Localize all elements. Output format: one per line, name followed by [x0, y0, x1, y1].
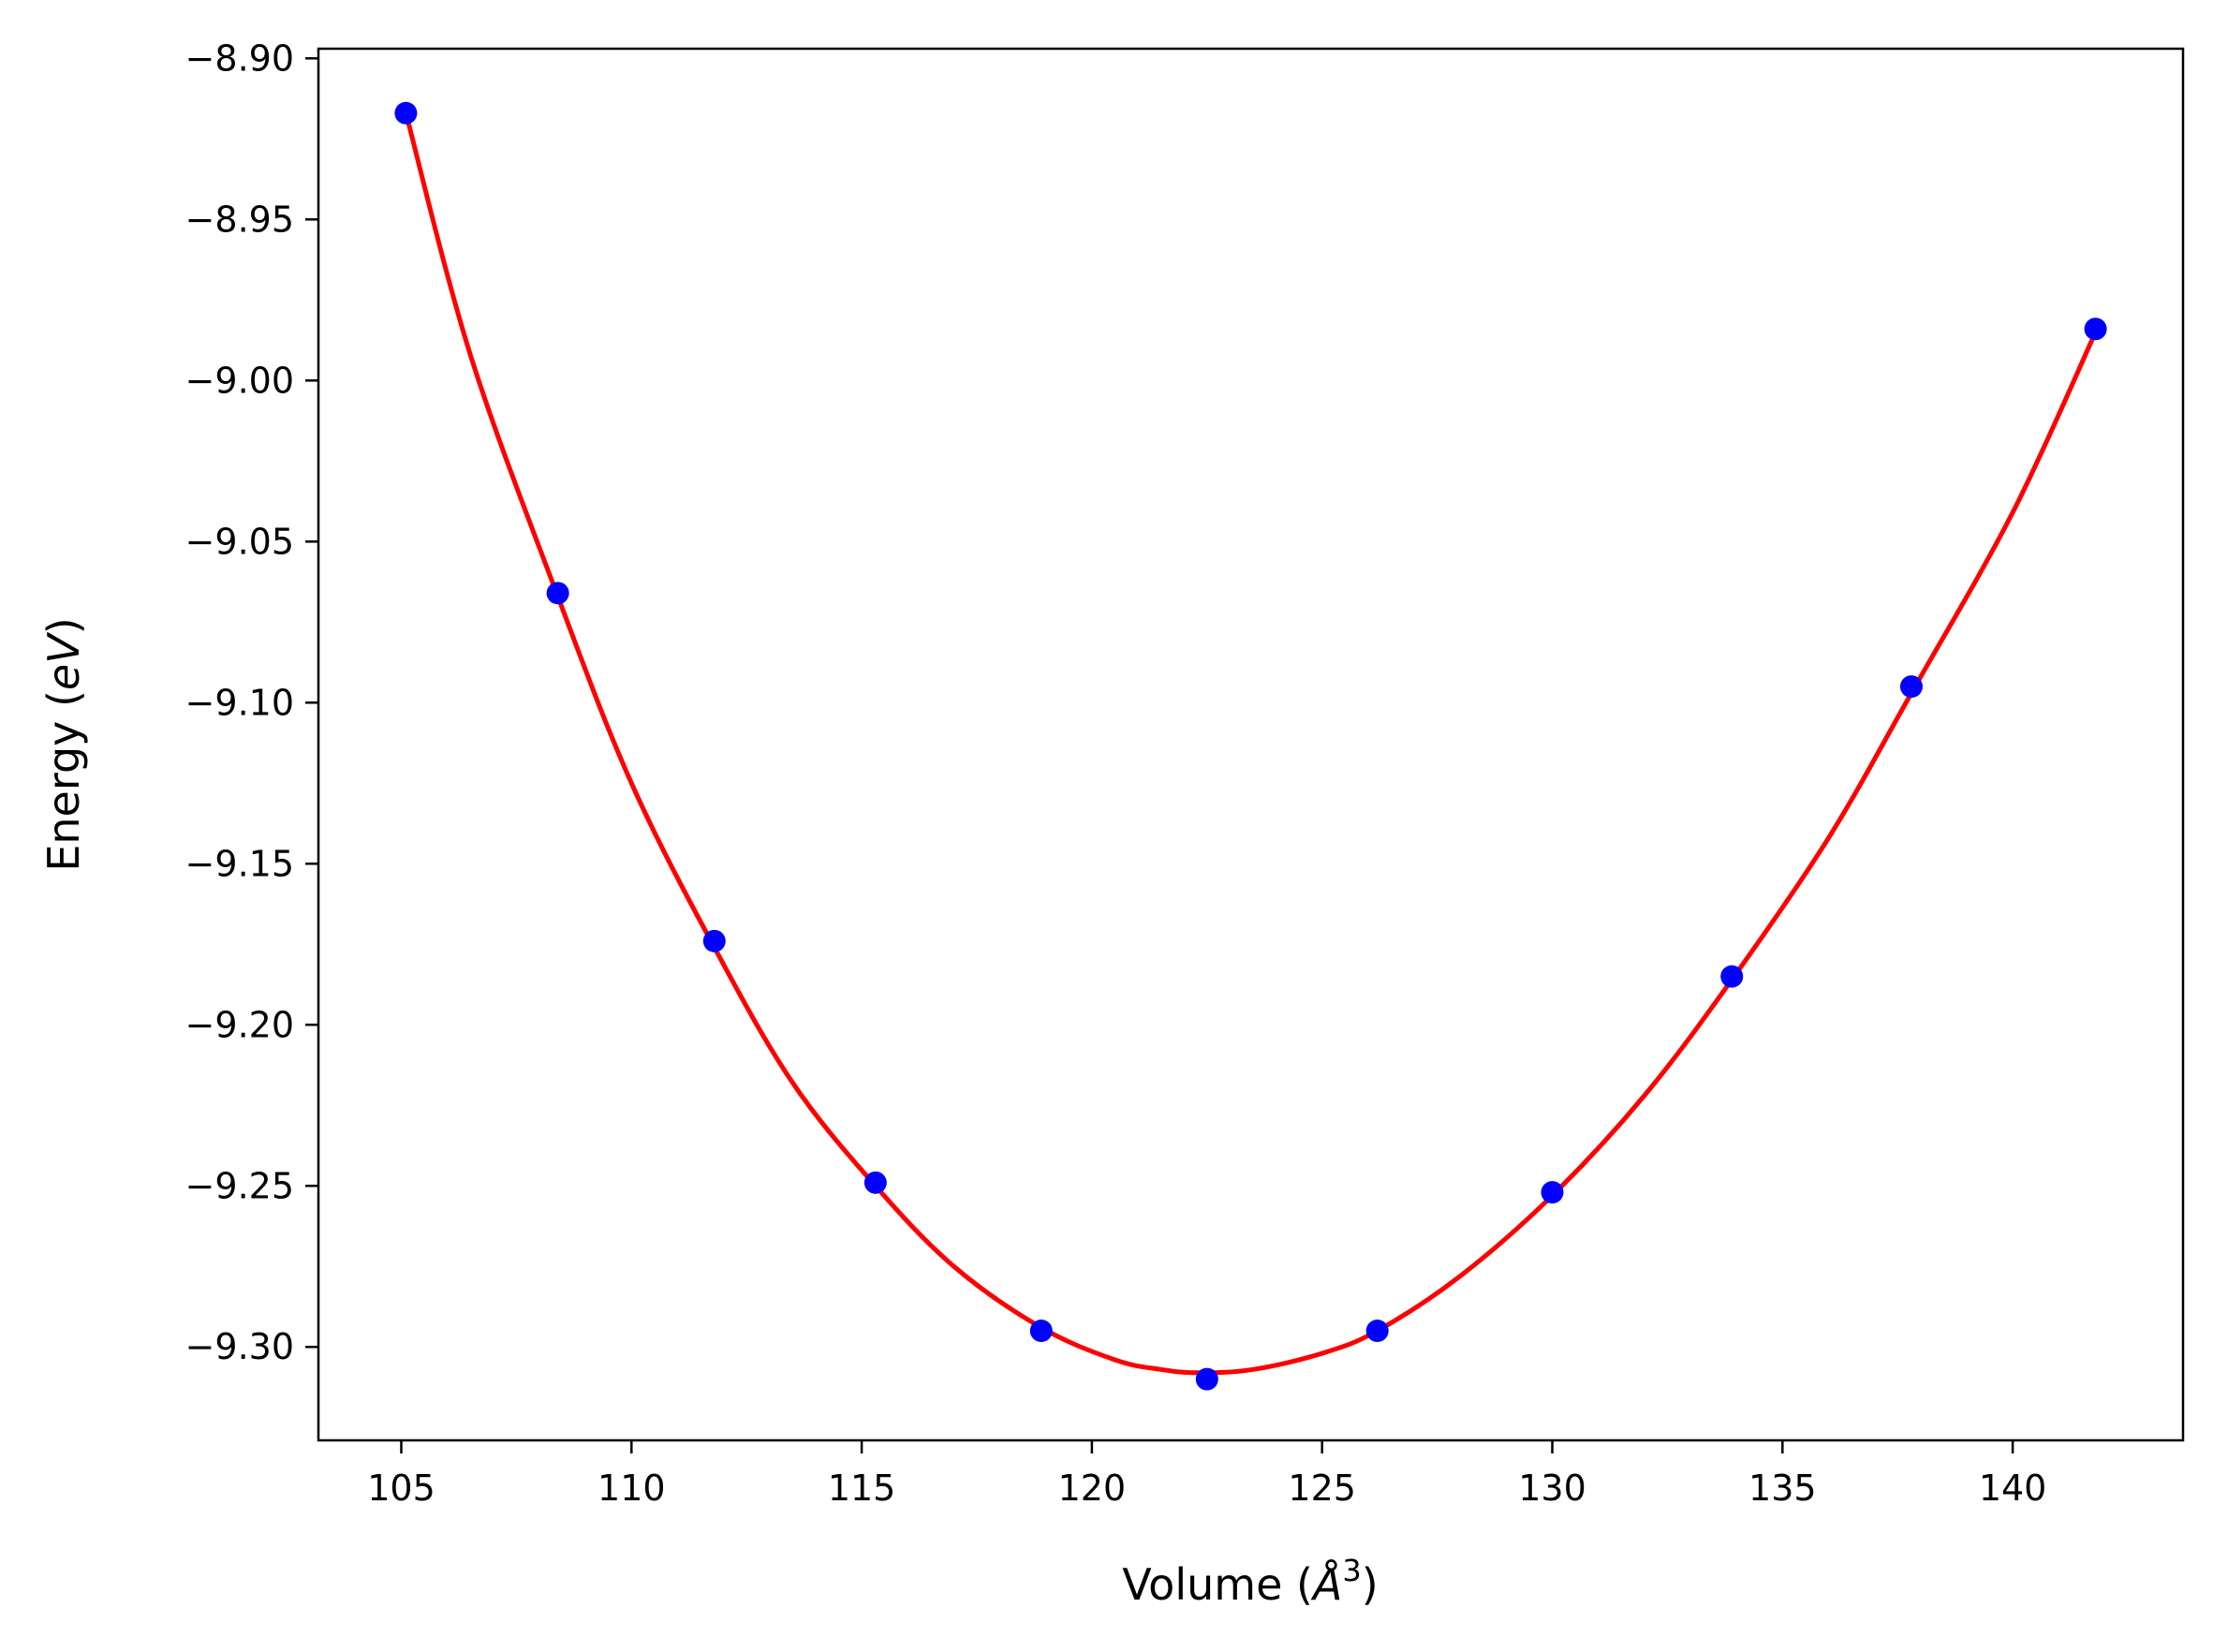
x-tick-label-1: 110: [598, 1468, 666, 1509]
data-points-layer: [394, 101, 2107, 1391]
x-tick-label-5: 130: [1518, 1468, 1586, 1509]
data-point-4: [1029, 1320, 1053, 1343]
x-tick-label-4: 125: [1288, 1468, 1356, 1509]
y-tick-label-4: −9.10: [185, 682, 294, 723]
x-axis-ticks: 105 110 115 120 125 130 135 140: [367, 1440, 2046, 1509]
y-tick-label-7: −9.25: [185, 1165, 294, 1206]
data-point-10: [2084, 317, 2107, 341]
x-tick-label-6: 135: [1748, 1468, 1817, 1509]
y-axis-ticks: −8.90 −8.95 −9.00 −9.05 −9.10 −9.15 −9.20 −9.25…: [185, 37, 318, 1367]
x-axis-label: Volume (Å3): [1122, 1553, 1378, 1610]
plot-frame: [317, 47, 2185, 1442]
y-axis-label-prefix: Energy (: [38, 690, 89, 872]
y-axis-label: Energy (eV): [38, 617, 89, 871]
y-tick-label-0: −8.90: [185, 37, 294, 79]
x-tick-label-3: 120: [1058, 1468, 1127, 1509]
x-axis-label-unit: Å: [1310, 1559, 1342, 1610]
y-tick-label-2: −9.00: [185, 360, 294, 401]
data-point-9: [1899, 675, 1923, 699]
fit-curve-line: [403, 112, 2098, 1376]
plot-area: [318, 49, 2183, 1440]
x-axis-label-prefix: Volume (: [1122, 1559, 1313, 1610]
data-point-5: [1195, 1367, 1218, 1391]
data-point-7: [1541, 1181, 1564, 1204]
y-tick-label-5: −9.15: [185, 843, 294, 884]
x-tick-label-7: 140: [1979, 1468, 2047, 1509]
y-tick-label-8: −9.30: [185, 1326, 294, 1367]
y-axis-label-suffix: ): [38, 617, 89, 634]
data-point-1: [546, 582, 569, 605]
y-tick-label-6: −9.20: [185, 1004, 294, 1045]
data-point-0: [394, 101, 418, 125]
y-tick-label-1: −8.95: [185, 199, 294, 240]
data-point-6: [1365, 1320, 1389, 1343]
data-point-3: [863, 1171, 887, 1194]
x-tick-label-2: 115: [828, 1468, 896, 1509]
y-tick-label-3: −9.05: [185, 521, 294, 562]
x-tick-label-0: 105: [367, 1468, 435, 1509]
y-axis-label-unit: eV: [38, 631, 89, 690]
data-point-8: [1720, 965, 1744, 988]
x-axis-label-superscript: 3: [1342, 1553, 1361, 1588]
data-point-2: [702, 929, 726, 952]
x-axis-label-suffix: ): [1362, 1559, 1379, 1610]
fit-curve-layer: [403, 112, 2098, 1376]
